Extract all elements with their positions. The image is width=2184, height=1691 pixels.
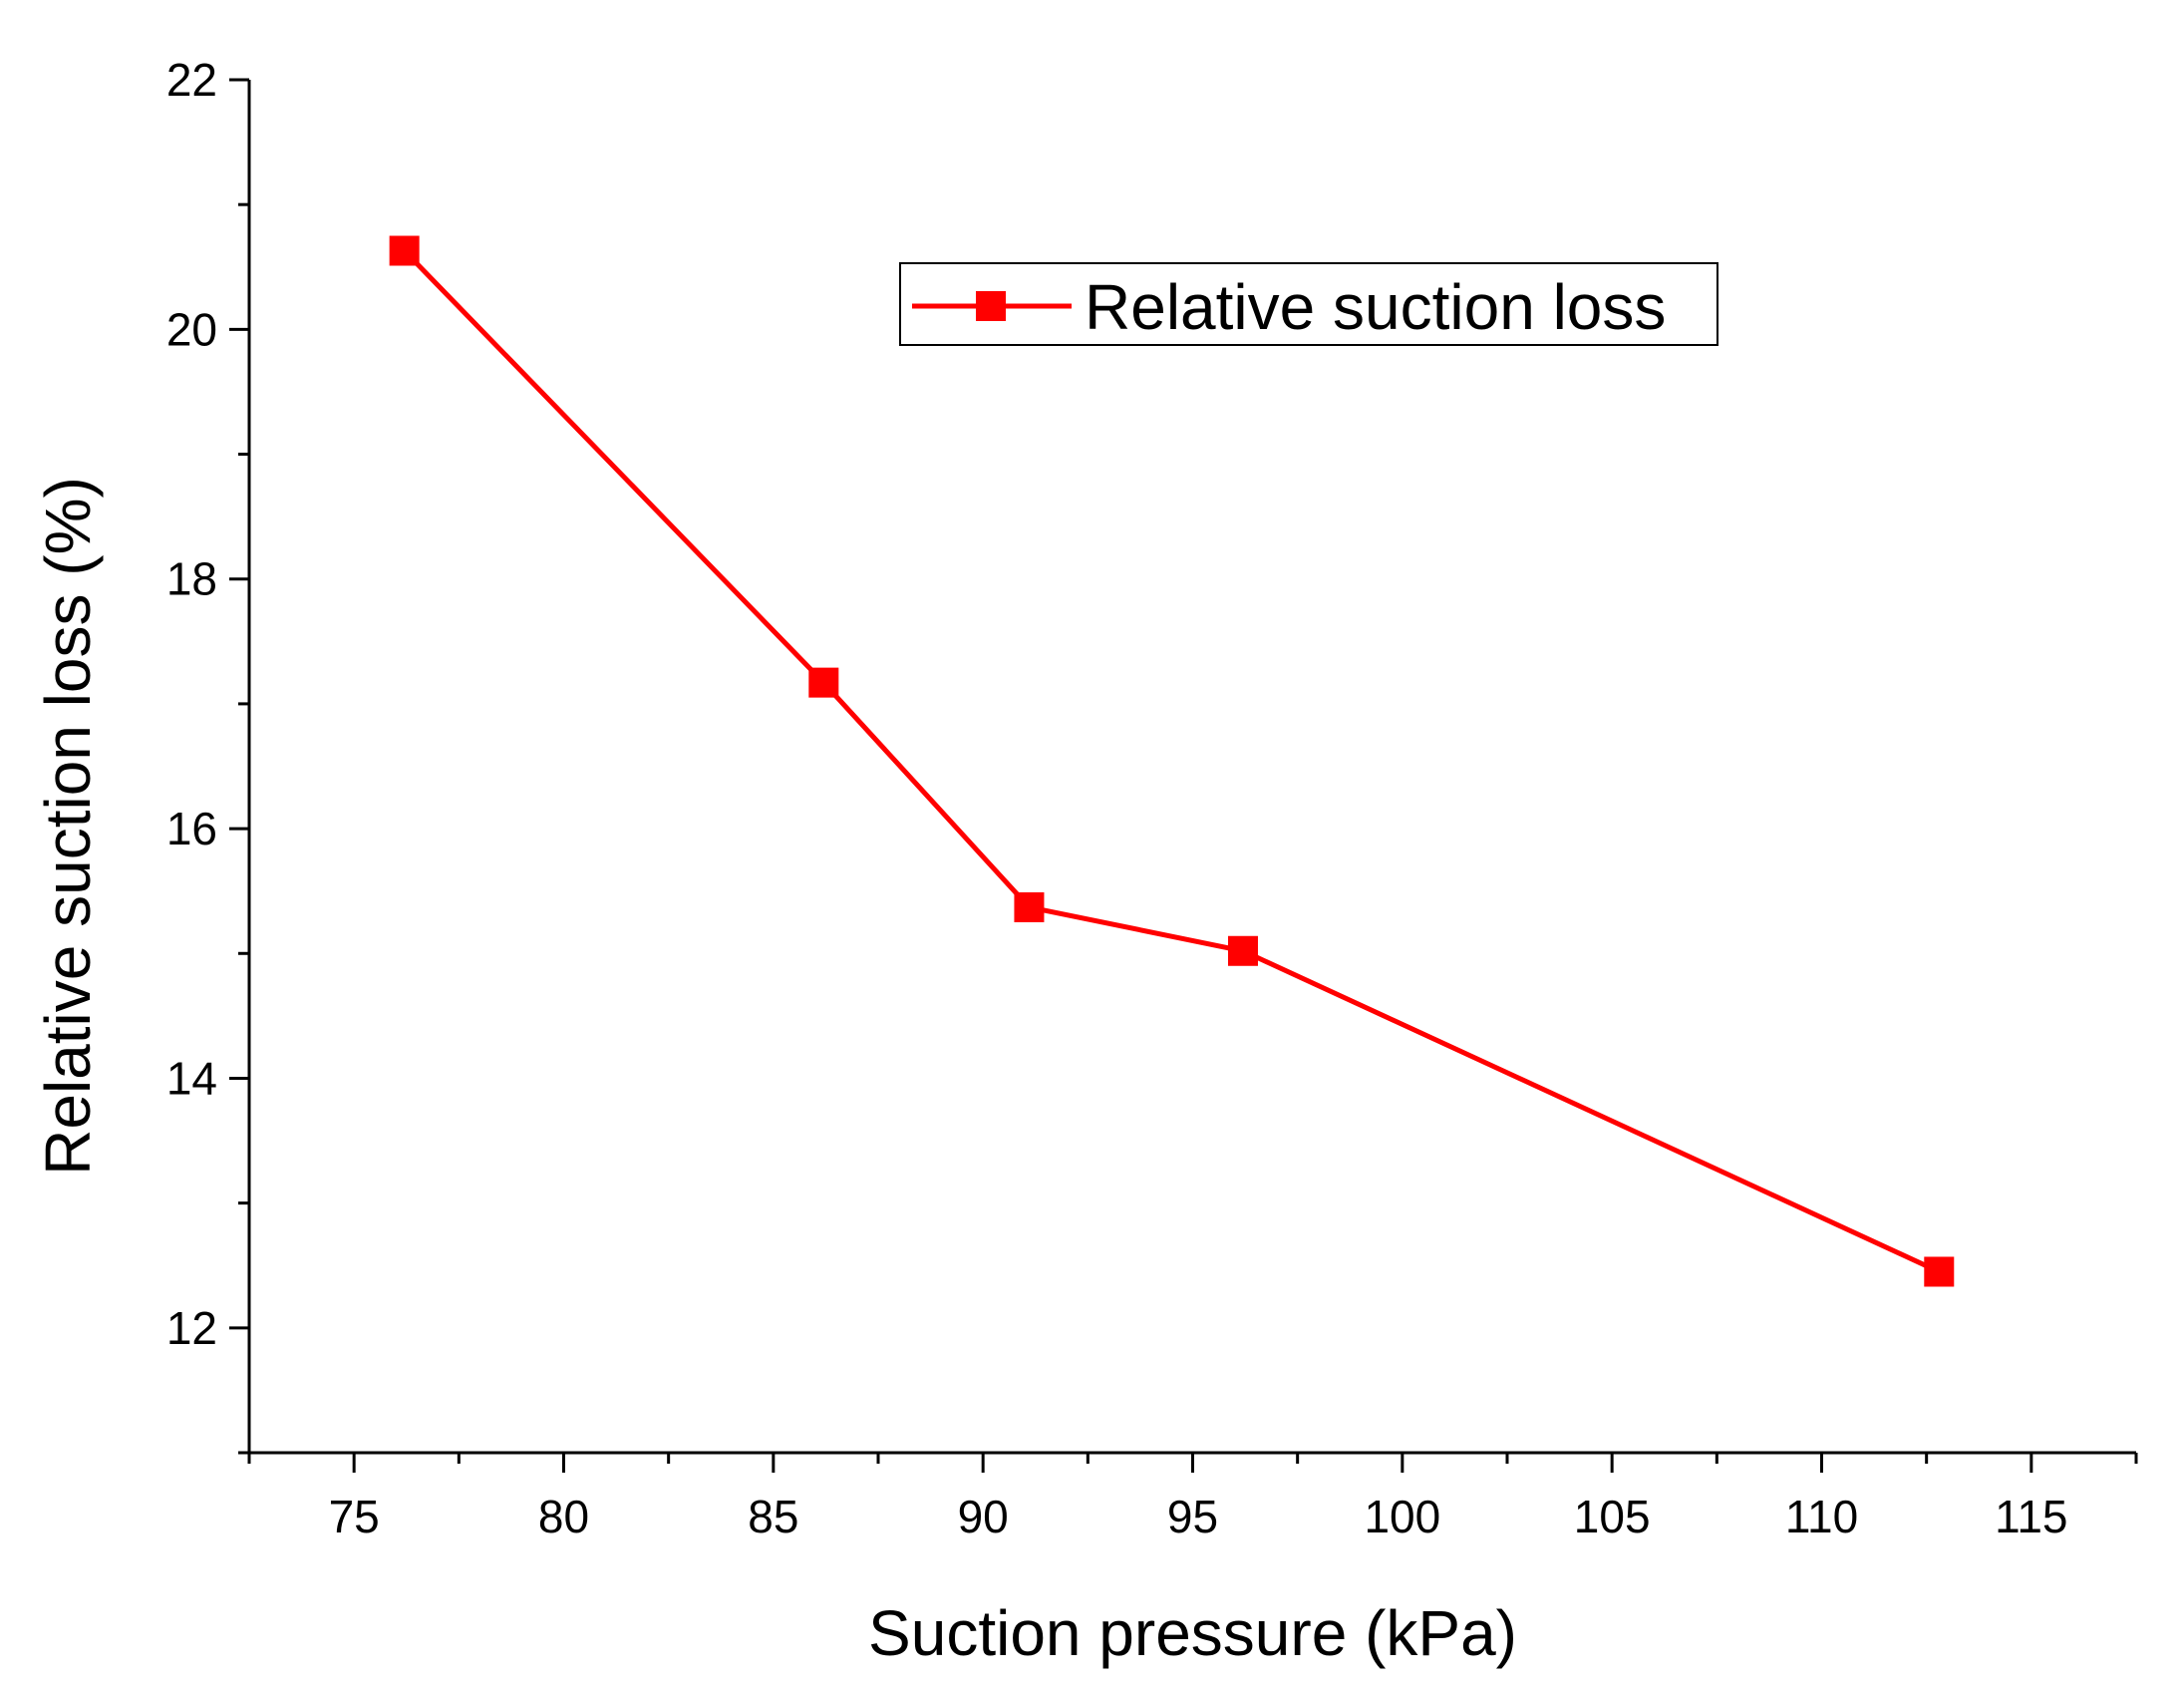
x-tick-label: 110 (1785, 1491, 1858, 1542)
y-tick-label: 12 (166, 1302, 217, 1354)
x-tick-label: 115 (1995, 1491, 2067, 1542)
x-tick-label: 75 (329, 1491, 380, 1542)
data-point (1014, 891, 1045, 922)
legend: Relative suction loss (899, 262, 1718, 346)
y-tick-label: 20 (166, 303, 217, 355)
y-tick-label: 18 (166, 553, 217, 605)
y-tick-label: 16 (166, 803, 217, 854)
x-axis-title: Suction pressure (kPa) (868, 1597, 1517, 1669)
data-point (808, 667, 839, 698)
x-tick-label: 105 (1574, 1491, 1651, 1542)
series-layer (389, 235, 1955, 1287)
x-tick-label: 100 (1364, 1491, 1440, 1542)
x-tick-label: 95 (1167, 1491, 1218, 1542)
data-point (1227, 935, 1258, 966)
x-axis-ticks: 75 80 85 90 95 100 105 110 115 (247, 1453, 2138, 1542)
x-tick-label: 80 (538, 1491, 589, 1542)
y-axis-ticks: 12 14 16 18 20 22 (166, 54, 249, 1455)
legend-label: Relative suction loss (1085, 271, 1666, 343)
data-point (389, 235, 420, 266)
series-line (402, 248, 1941, 1274)
y-tick-label: 14 (166, 1052, 217, 1104)
x-tick-label: 90 (958, 1491, 1009, 1542)
y-axis-title: Relative suction loss (%) (32, 477, 104, 1176)
legend-marker (976, 291, 1006, 321)
data-point (1924, 1256, 1955, 1287)
y-tick-label: 22 (166, 54, 217, 106)
x-tick-label: 85 (748, 1491, 798, 1542)
